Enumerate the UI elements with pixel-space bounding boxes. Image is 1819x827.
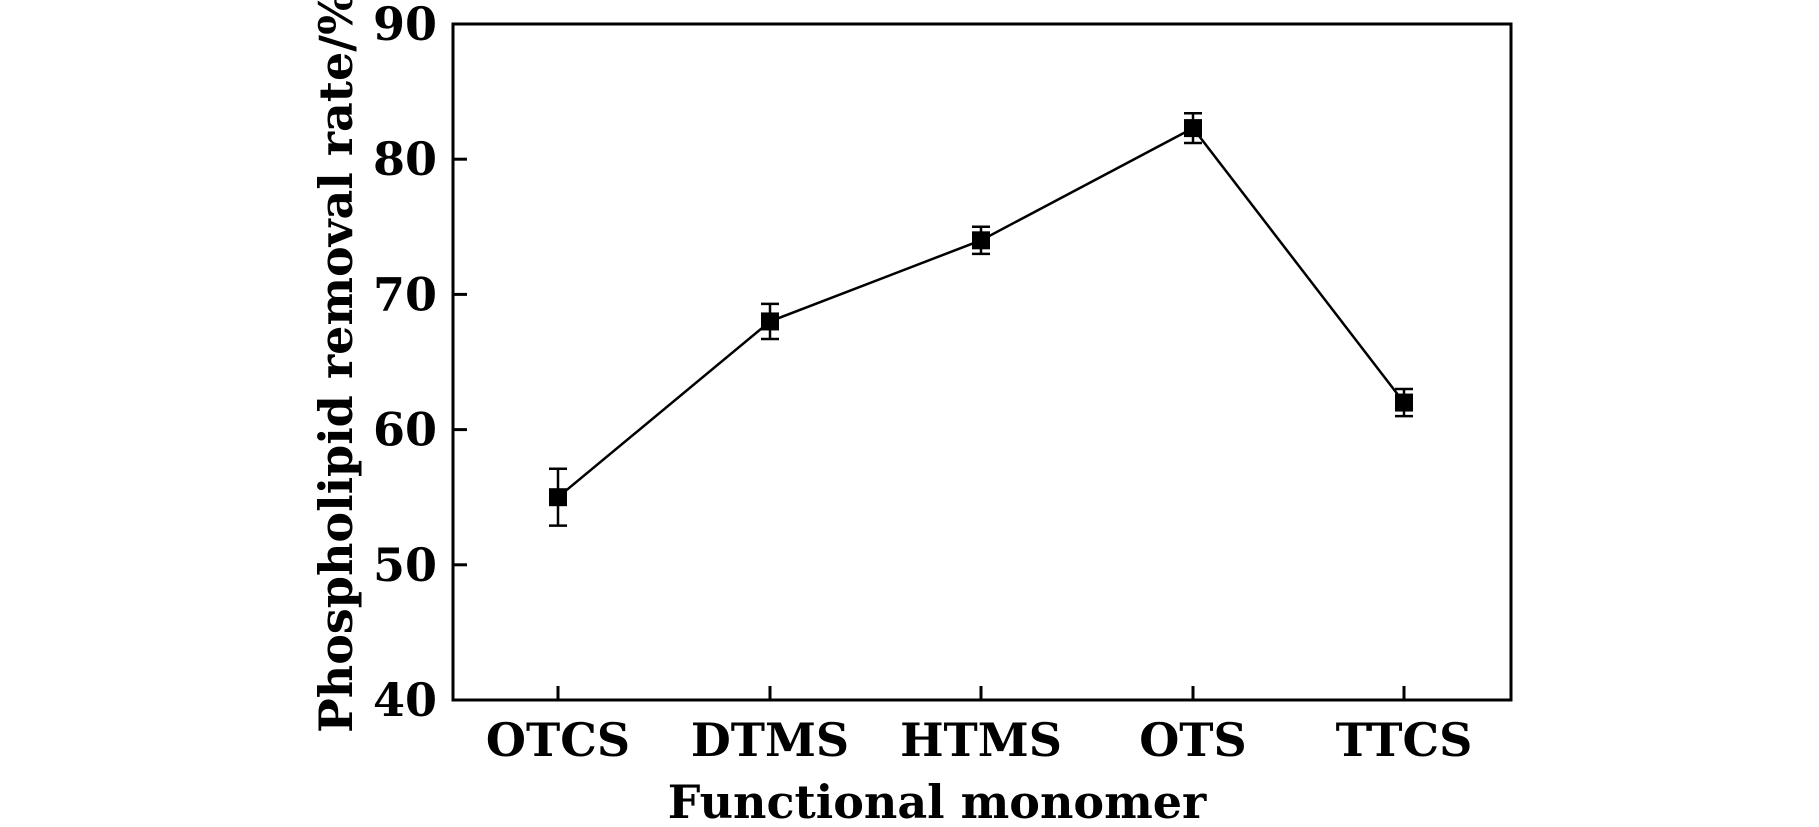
data-point [549,488,567,507]
y-tick-label: 40 [373,673,437,727]
data-point [972,231,990,250]
x-tick-label: DTMS [691,713,849,767]
y-tick-label: 60 [373,403,437,457]
data-point [1395,393,1413,412]
x-axis: OTCS DTMS HTMS OTS TTCS [486,686,1472,767]
x-axis-title: Functional monomer [668,775,1207,827]
y-tick-label: 50 [373,538,437,592]
y-axis: 40 50 60 70 80 90 [373,0,467,727]
x-tick-label: HTMS [900,713,1062,767]
series-layer [549,111,1413,527]
y-tick-label: 90 [373,0,437,51]
x-tick-label: OTCS [486,713,630,767]
x-tick-label: OTS [1139,713,1247,767]
series-line [557,126,1405,499]
plot-frame [451,22,1513,702]
x-tick-label: TTCS [1336,713,1473,767]
y-axis-title: Phospholipid removal rate/% [309,0,363,733]
data-point [761,312,779,331]
y-tick-label: 80 [373,132,437,186]
data-point [1184,119,1202,138]
y-tick-label: 70 [373,267,437,321]
